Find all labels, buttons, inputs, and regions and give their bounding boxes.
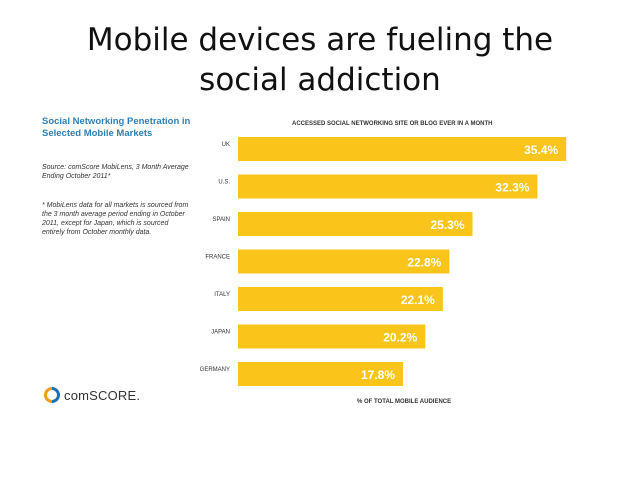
slide-title: Mobile devices are fueling the social ad… [86, 22, 554, 98]
category-label: SPAIN [212, 217, 230, 223]
bar [238, 362, 404, 386]
bar-value-label: 35.4% [524, 143, 558, 157]
bar [238, 137, 567, 161]
category-label: ITALY [214, 292, 230, 298]
comscore-logo-icon [44, 387, 60, 403]
category-label: JAPAN [211, 330, 230, 336]
bar [238, 249, 450, 274]
category-label: UK [222, 142, 230, 148]
comscore-logo: comSCORE. [44, 387, 140, 403]
bar [238, 287, 443, 311]
logo-text: comSCORE. [64, 387, 141, 403]
footnote: * MobiLens data for all markets is sourc… [42, 202, 189, 236]
category-label: FRANCE [205, 255, 230, 261]
bar [238, 174, 538, 199]
chart-header: ACCESSED SOCIAL NETWORKING SITE OR BLOG … [292, 121, 492, 127]
bar-value-label: 22.8% [407, 256, 441, 270]
bar [238, 324, 426, 349]
bar-value-label: 25.3% [431, 218, 465, 232]
bar [238, 212, 473, 236]
bar-value-label: 32.3% [495, 181, 529, 195]
category-label: U.S. [218, 180, 230, 186]
source-note: Source: comScore MobiLens, 3 Month Avera… [42, 164, 189, 180]
bar-value-label: 17.8% [361, 368, 395, 382]
bar-value-label: 20.2% [383, 331, 417, 345]
chart-footer: % OF TOTAL MOBILE AUDIENCE [357, 399, 451, 405]
bar-value-label: 22.1% [401, 293, 435, 307]
category-label: GERMANY [200, 367, 230, 373]
panel-title: Social Networking Penetration in Selecte… [42, 116, 191, 139]
